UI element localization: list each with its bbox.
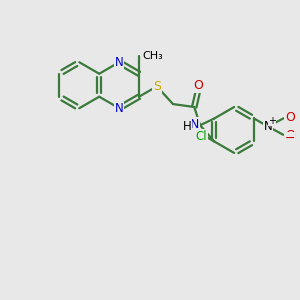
Text: N: N [115, 56, 124, 69]
Text: +: + [268, 116, 276, 126]
Text: Cl: Cl [196, 130, 207, 143]
Text: CH₃: CH₃ [142, 51, 163, 61]
Text: −: − [285, 132, 295, 145]
Text: N: N [190, 118, 200, 131]
Text: O: O [285, 111, 295, 124]
Text: O: O [194, 79, 204, 92]
Text: N: N [264, 120, 272, 133]
Text: O: O [285, 129, 295, 142]
Text: N: N [115, 102, 124, 115]
Text: H: H [182, 120, 191, 133]
Text: S: S [153, 80, 161, 93]
